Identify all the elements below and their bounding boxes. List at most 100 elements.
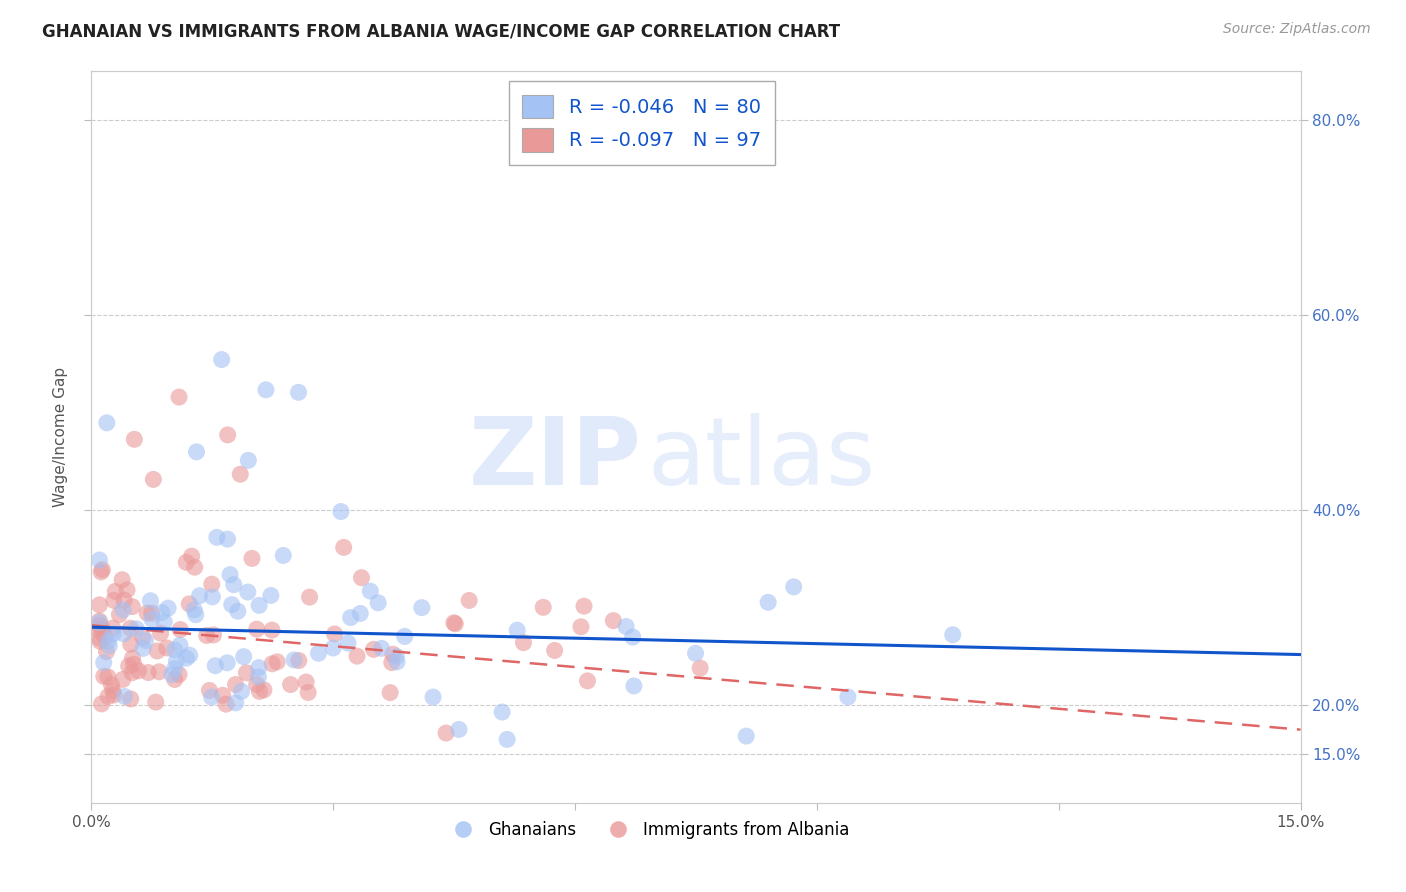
- Point: [111, 573, 134, 587]
- Point: [121, 665, 143, 680]
- Point: [163, 662, 186, 676]
- Point: [229, 467, 252, 482]
- Point: [308, 646, 330, 660]
- Point: [837, 690, 859, 704]
- Point: [136, 665, 159, 680]
- Point: [201, 577, 224, 591]
- Point: [217, 656, 239, 670]
- Point: [103, 593, 125, 607]
- Point: [132, 631, 155, 645]
- Point: [337, 636, 360, 650]
- Point: [167, 390, 190, 404]
- Point: [491, 705, 513, 719]
- Point: [163, 673, 186, 687]
- Point: [103, 626, 125, 640]
- Point: [262, 657, 284, 671]
- Point: [735, 729, 758, 743]
- Point: [363, 642, 385, 657]
- Point: [543, 643, 565, 657]
- Point: [122, 657, 145, 672]
- Point: [97, 634, 120, 648]
- Point: [150, 606, 173, 620]
- Text: ZIP: ZIP: [468, 413, 641, 505]
- Point: [89, 618, 111, 632]
- Point: [621, 630, 644, 644]
- Point: [246, 622, 269, 636]
- Point: [188, 589, 211, 603]
- Point: [160, 667, 183, 681]
- Point: [146, 644, 169, 658]
- Point: [221, 598, 243, 612]
- Point: [104, 584, 127, 599]
- Point: [217, 532, 239, 546]
- Text: Source: ZipAtlas.com: Source: ZipAtlas.com: [1223, 22, 1371, 37]
- Point: [349, 607, 371, 621]
- Point: [201, 590, 224, 604]
- Point: [121, 599, 143, 614]
- Legend: Ghanaians, Immigrants from Albania: Ghanaians, Immigrants from Albania: [440, 814, 856, 846]
- Point: [685, 646, 707, 660]
- Point: [260, 589, 283, 603]
- Point: [103, 688, 125, 702]
- Point: [496, 732, 519, 747]
- Point: [339, 610, 361, 624]
- Point: [100, 677, 122, 691]
- Point: [93, 669, 115, 683]
- Point: [246, 677, 269, 691]
- Point: [385, 649, 408, 664]
- Point: [174, 555, 197, 569]
- Point: [411, 600, 433, 615]
- Point: [283, 653, 305, 667]
- Point: [280, 677, 302, 691]
- Point: [183, 603, 205, 617]
- Point: [94, 629, 117, 643]
- Point: [298, 590, 321, 604]
- Point: [240, 551, 263, 566]
- Point: [141, 606, 163, 620]
- Point: [184, 607, 207, 622]
- Point: [120, 637, 142, 651]
- Point: [295, 675, 318, 690]
- Point: [149, 626, 172, 640]
- Point: [211, 688, 233, 702]
- Point: [136, 606, 159, 620]
- Point: [91, 623, 114, 637]
- Point: [247, 670, 270, 684]
- Point: [145, 695, 167, 709]
- Point: [89, 624, 111, 638]
- Point: [179, 648, 201, 663]
- Point: [179, 597, 201, 611]
- Point: [332, 541, 354, 555]
- Point: [157, 601, 180, 615]
- Point: [447, 723, 470, 737]
- Point: [195, 628, 218, 642]
- Point: [180, 549, 202, 563]
- Point: [112, 593, 135, 607]
- Point: [132, 641, 155, 656]
- Point: [370, 641, 392, 656]
- Point: [225, 696, 247, 710]
- Point: [141, 612, 163, 626]
- Point: [89, 634, 111, 648]
- Point: [329, 504, 352, 518]
- Point: [222, 577, 245, 591]
- Point: [232, 649, 254, 664]
- Point: [623, 679, 645, 693]
- Point: [112, 603, 135, 617]
- Point: [112, 627, 135, 641]
- Point: [111, 673, 134, 687]
- Point: [167, 667, 190, 681]
- Point: [183, 560, 205, 574]
- Point: [506, 624, 529, 638]
- Point: [96, 416, 118, 430]
- Point: [323, 627, 346, 641]
- Point: [322, 640, 344, 655]
- Point: [89, 631, 111, 645]
- Point: [260, 623, 283, 637]
- Point: [176, 651, 198, 665]
- Point: [942, 628, 965, 642]
- Point: [231, 684, 253, 698]
- Point: [153, 615, 176, 629]
- Point: [238, 453, 260, 467]
- Point: [135, 633, 157, 648]
